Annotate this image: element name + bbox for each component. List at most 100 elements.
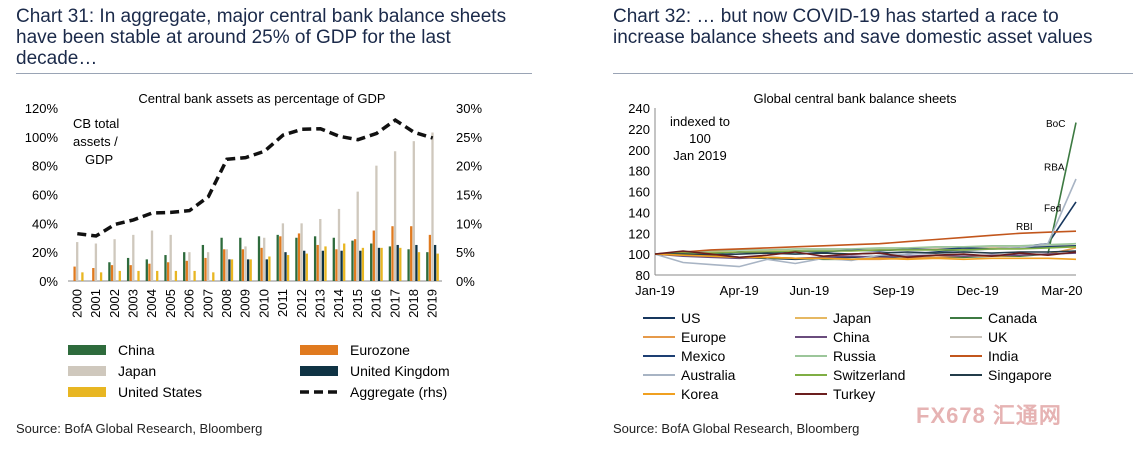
bar-united-states <box>193 270 196 281</box>
legend-label: Mexico <box>681 348 726 364</box>
x-tick-label: 2007 <box>200 289 215 318</box>
annotation-text: Jan 2019 <box>673 148 727 163</box>
bar-eurozone <box>204 257 207 281</box>
chart-31-panel: Chart 31: In aggregate, major central ba… <box>0 0 540 449</box>
x-tick-label: 2002 <box>107 289 122 318</box>
x-tick-label: Mar-20 <box>1041 283 1082 298</box>
annotation-text: GDP <box>85 152 113 167</box>
bar-china <box>220 237 223 281</box>
x-tick-label: Dec-19 <box>957 283 999 298</box>
bar-eurozone <box>110 265 114 281</box>
legend-label: India <box>988 348 1019 364</box>
legend-label: Europe <box>681 329 726 345</box>
bar-eurozone <box>353 239 357 281</box>
legend-swatch <box>300 345 338 355</box>
y-tick-label: 100% <box>25 130 59 145</box>
annotation-text: CB total <box>73 116 119 131</box>
bar-united-states <box>361 247 365 281</box>
chart-32-source: Source: BofA Global Research, Bloomberg <box>613 421 860 436</box>
bar-united-states <box>99 272 103 281</box>
y2-tick-label: 5% <box>456 245 475 260</box>
bar-eurozone <box>73 266 76 281</box>
x-tick-label: 2011 <box>275 289 290 317</box>
bar-united-kingdom <box>228 259 231 281</box>
y-tick-label: 140 <box>628 205 650 220</box>
y2-tick-label: 20% <box>456 159 482 174</box>
y-tick-label: 180 <box>628 164 650 179</box>
bar-eurozone <box>166 262 170 281</box>
bar-japan <box>300 223 303 281</box>
legend-swatch <box>300 366 338 376</box>
y-tick-label: 120 <box>628 226 650 241</box>
chart-31-subtitle: Central bank assets as percentage of GDP <box>138 91 385 106</box>
y2-tick-label: 30% <box>456 101 482 116</box>
bar-china <box>407 249 410 281</box>
legend-swatch <box>68 366 106 376</box>
x-tick-label: 2003 <box>125 289 140 318</box>
bar-japan <box>244 246 247 281</box>
bar-japan <box>206 252 210 281</box>
bar-china <box>313 236 317 281</box>
bar-united-states <box>118 270 121 281</box>
bar-japan <box>188 252 191 281</box>
bar-united-kingdom <box>303 250 306 281</box>
y-tick-label: 160 <box>628 185 650 200</box>
bar-eurozone <box>335 249 338 281</box>
series-line-korea <box>654 253 1077 261</box>
y2-tick-label: 0% <box>456 274 475 289</box>
y-tick-label: 20% <box>32 245 58 260</box>
x-tick-label: 2006 <box>182 289 197 318</box>
y-tick-label: 80 <box>636 268 650 283</box>
bar-japan <box>393 151 397 281</box>
bar-eurozone <box>260 247 263 281</box>
bar-china <box>183 252 186 281</box>
bar-eurozone <box>297 233 301 281</box>
y-tick-label: 80% <box>32 159 58 174</box>
y-tick-label: 220 <box>628 122 650 137</box>
bar-united-kingdom <box>340 250 343 281</box>
bar-eurozone <box>92 268 95 281</box>
series-callout: RBI <box>1016 222 1033 233</box>
bar-eurozone <box>372 230 375 281</box>
x-tick-label: 2016 <box>369 289 384 318</box>
bar-japan <box>76 242 79 281</box>
legend-label: Russia <box>833 348 876 364</box>
bar-united-kingdom <box>265 259 268 281</box>
y2-tick-label: 15% <box>456 188 482 203</box>
series-line-turkey <box>654 250 1077 259</box>
bar-china <box>145 259 148 281</box>
x-tick-label: Jun-19 <box>789 283 829 298</box>
bar-japan <box>319 219 322 281</box>
bar-united-kingdom <box>396 244 399 281</box>
legend-label: Switzerland <box>833 367 905 383</box>
y-tick-label: 120% <box>25 101 59 116</box>
bar-japan <box>375 165 378 281</box>
bar-eurozone <box>428 234 432 281</box>
series-callout: BoC <box>1046 119 1065 130</box>
bar-united-kingdom <box>246 259 250 281</box>
annotation-text: indexed to <box>670 114 730 129</box>
title-divider <box>613 73 1133 74</box>
bar-united-kingdom <box>284 252 287 281</box>
bar-eurozone <box>391 226 394 281</box>
bar-japan <box>412 141 415 281</box>
bar-eurozone <box>185 260 188 281</box>
x-tick-label: Sep-19 <box>873 283 915 298</box>
legend-label: US <box>681 310 700 326</box>
y-tick-label: 100 <box>628 247 650 262</box>
bar-united-states <box>230 259 234 281</box>
bar-united-states <box>286 255 290 281</box>
bar-eurozone <box>410 226 413 281</box>
bar-united-states <box>81 272 84 281</box>
y2-tick-label: 25% <box>456 130 482 145</box>
bar-japan <box>431 132 434 281</box>
bar-united-states <box>174 270 178 281</box>
series-line-canada <box>654 122 1077 261</box>
bar-china <box>257 236 261 281</box>
series-line-russia <box>654 242 1077 255</box>
x-tick-label: 2000 <box>69 289 84 318</box>
x-tick-label: 2001 <box>88 289 103 318</box>
bar-china <box>295 237 298 281</box>
legend-label: China <box>118 342 155 358</box>
x-tick-label: 2009 <box>238 289 253 318</box>
